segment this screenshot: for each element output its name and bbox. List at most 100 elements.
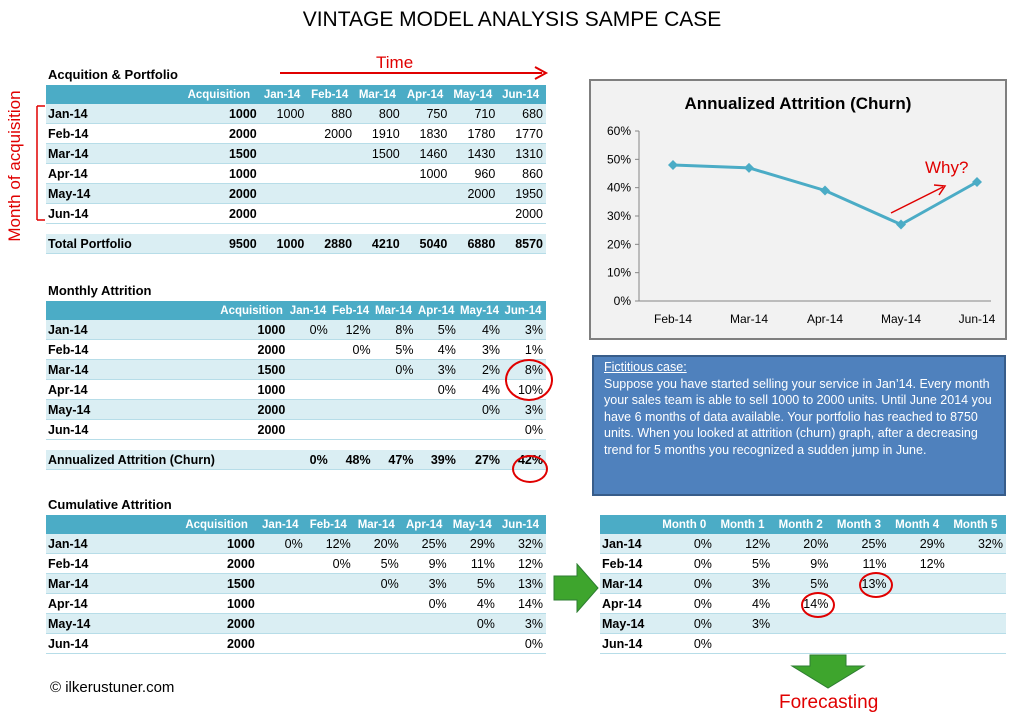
table-cell: 0%: [656, 593, 715, 614]
table-cell: May-14: [600, 613, 657, 634]
table-cell: Jan-14: [46, 320, 218, 340]
table-cell: 32%: [947, 534, 1006, 554]
table-row: Jan-14 0% 12% 20% 25% 29% 32%: [600, 534, 1006, 554]
table-cell: 0%: [656, 613, 715, 634]
header-cell: Month 2: [773, 515, 832, 534]
table-cell: 9500: [181, 234, 260, 254]
x-tick-label: Feb-14: [654, 312, 692, 326]
table-cell: [307, 183, 356, 204]
table-cell: [947, 573, 1006, 594]
header-cell: Mar-14: [373, 301, 417, 320]
table-cell: 1500: [178, 573, 258, 594]
data-point: [820, 185, 830, 196]
table-cell: Jun-14: [46, 203, 182, 224]
table-cell: [773, 633, 832, 654]
highlight-circle-annualized-jun: [512, 455, 548, 483]
table-cell: 1000: [217, 320, 289, 340]
table-cell: 0%: [330, 339, 374, 360]
table-cell: [257, 573, 306, 594]
y-tick-label: 10%: [607, 266, 631, 280]
table-cell: [259, 183, 308, 204]
table-cell: 20%: [773, 534, 832, 554]
table-cell: [947, 553, 1006, 574]
y-tick-label: 20%: [607, 237, 631, 251]
table-cell: Jan-14: [46, 534, 179, 554]
highlight-circle-month3: [859, 572, 893, 598]
table-cell: [831, 613, 890, 634]
header-cell: Mar-14: [355, 85, 403, 104]
table-cell: [355, 163, 403, 184]
table-row: Apr-14 0% 4% 14%: [600, 593, 1006, 614]
table-cell: [259, 143, 308, 164]
table-cell: [288, 399, 331, 420]
acq-portfolio-table: Acquisition Jan-14 Feb-14 Mar-14 Apr-14 May-1…: [46, 85, 546, 254]
table-cell: 4%: [458, 320, 504, 340]
table-cell: [305, 593, 354, 614]
table-row: Jun-14 0%: [600, 633, 1006, 654]
table-cell: [307, 163, 356, 184]
monthly-attrition-table: Acquisition Jan-14 Feb-14 Mar-14 Apr-14 May-1…: [46, 301, 546, 470]
header-cell: [46, 85, 182, 104]
header-cell: [600, 515, 657, 534]
table-cell: 12%: [497, 553, 546, 574]
table-cell: [373, 399, 417, 420]
table-cell: [353, 613, 402, 634]
table-row: May-14 2000 2000 1950: [46, 183, 546, 204]
table-cell: 2000: [450, 183, 499, 204]
table-row: Apr-14 1000 0% 4% 10%: [46, 379, 546, 400]
table-cell: [947, 633, 1006, 654]
table-cell: [257, 613, 306, 634]
table-cell: 680: [498, 104, 546, 124]
table-cell: [450, 203, 499, 224]
header-cell: May-14: [449, 515, 498, 534]
table-cell: 27%: [458, 450, 504, 470]
table-cell: 0%: [656, 633, 715, 654]
table-cell: 710: [450, 104, 499, 124]
table-cell: 8%: [373, 320, 417, 340]
table-cell: 29%: [449, 534, 498, 554]
table-cell: 4%: [449, 593, 498, 614]
table-cell: 960: [450, 163, 499, 184]
table-cell: [330, 419, 374, 440]
forecasting-label: Forecasting: [779, 692, 879, 713]
table-cell: Apr-14: [46, 593, 179, 614]
down-arrow-icon: [790, 654, 866, 689]
page-title: VINTAGE MODEL ANALYSIS SAMPE CASE: [302, 8, 722, 31]
table-cell: Jun-14: [46, 633, 179, 654]
chart-panel: Annualized Attrition (Churn) 0% 10% 20% 30% 4…: [589, 79, 1007, 340]
table-cell: 1000: [181, 104, 260, 124]
cumulative-attrition-title: Cumulative Attrition: [48, 497, 172, 512]
table-row: Mar-14 0% 3% 5% 13%: [600, 573, 1006, 594]
table-cell: 12%: [305, 534, 354, 554]
table-cell: 2000: [178, 553, 258, 574]
header-cell: Month 4: [889, 515, 948, 534]
table-cell: 5040: [402, 234, 451, 254]
fictitious-case-box: Fictitious case: Suppose you have starte…: [592, 355, 1006, 496]
table-cell: 1500: [181, 143, 260, 164]
table-row: Jun-14 2000 0%: [46, 419, 546, 440]
table-cell: [449, 633, 498, 654]
table-cell: Jan-14: [600, 534, 657, 554]
table-cell: 9%: [401, 553, 450, 574]
table-cell: 2000: [498, 203, 546, 224]
table-cell: [257, 593, 306, 614]
data-point: [896, 219, 906, 230]
header-cell: Jan-14: [288, 301, 331, 320]
table-cell: [401, 633, 450, 654]
table-row: Mar-14 1500 1500 1460 1430 1310: [46, 143, 546, 164]
table-cell: 4210: [355, 234, 403, 254]
table-cell: May-14: [46, 399, 218, 420]
table-cell: [773, 613, 832, 634]
header-cell: Apr-14: [401, 515, 450, 534]
table-row: Apr-14 1000 0% 4% 14%: [46, 593, 546, 614]
table-cell: 5%: [449, 573, 498, 594]
table-row: Jan-14 1000 0% 12% 20% 25% 29% 32%: [46, 534, 546, 554]
x-tick-label: Mar-14: [730, 312, 768, 326]
header-cell: Apr-14: [402, 85, 451, 104]
table-row: Feb-14 0% 5% 9% 11% 12%: [600, 553, 1006, 574]
table-cell: 0%: [288, 450, 331, 470]
table-cell: [402, 183, 451, 204]
header-cell: [46, 301, 218, 320]
table-cell: Feb-14: [46, 123, 182, 144]
table-cell: 1000: [402, 163, 451, 184]
